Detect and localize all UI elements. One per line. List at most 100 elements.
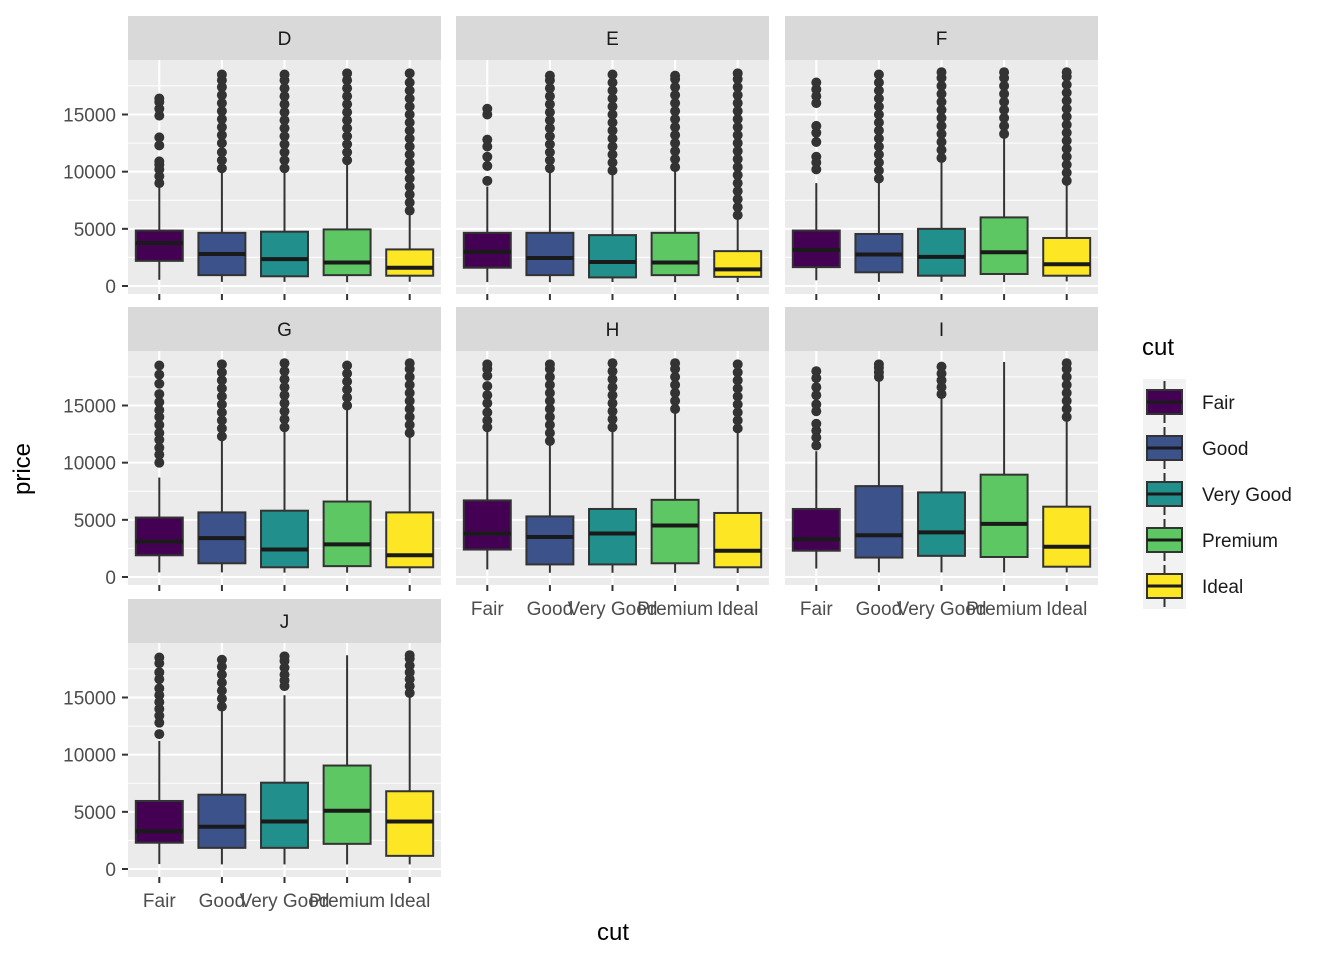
outlier-point	[154, 397, 165, 408]
outlier-point	[342, 131, 353, 142]
outlier-point	[154, 710, 165, 721]
outlier-point	[1061, 411, 1072, 422]
box-iqr	[979, 473, 1029, 558]
outlier-point	[732, 375, 743, 386]
outlier-point	[670, 154, 681, 165]
outlier-point	[154, 93, 165, 104]
outlier-point	[404, 125, 415, 136]
box-iqr	[713, 250, 763, 278]
box-iqr	[791, 507, 841, 552]
legend: cut Fair Good Very Good Premium Ideal	[1142, 334, 1292, 609]
x-tick-label: Premium	[966, 599, 1042, 620]
outlier-point	[936, 361, 947, 372]
outlier-point	[404, 68, 415, 79]
outlier-point	[482, 103, 493, 114]
outlier-point	[1061, 135, 1072, 146]
outlier-point	[216, 130, 227, 141]
outlier-point	[154, 427, 165, 438]
outlier-point	[936, 104, 947, 115]
outlier-point	[811, 366, 822, 377]
outlier-point	[279, 422, 290, 433]
box-good	[854, 359, 904, 573]
facet-strip	[456, 16, 769, 60]
outlier-point	[154, 405, 165, 416]
outlier-point	[216, 391, 227, 402]
outlier-point	[154, 132, 165, 143]
x-axis-title: cut	[597, 919, 629, 946]
box-fair	[134, 652, 184, 865]
outlier-point	[404, 149, 415, 160]
outlier-point	[873, 157, 884, 168]
outlier-point	[999, 120, 1010, 131]
x-tick-label: Good	[527, 599, 573, 620]
facet-panels: D 0 5000 10000 15000 E F G 0 5000 10000 15000 H Fair G…	[63, 16, 1098, 912]
x-tick-label: Premium	[637, 599, 713, 620]
legend-item-fair: Fair	[1143, 379, 1235, 425]
box-iqr	[650, 498, 700, 565]
outlier-point	[811, 164, 822, 175]
outlier-point	[732, 407, 743, 418]
outlier-point	[154, 156, 165, 167]
box-iqr	[260, 509, 309, 569]
box-ideal	[713, 68, 763, 283]
outlier-point	[1061, 119, 1072, 130]
outlier-point	[544, 411, 555, 422]
outlier-point	[404, 667, 415, 678]
outlier-point	[404, 387, 415, 398]
outlier-point	[1061, 403, 1072, 414]
outlier-point	[607, 77, 618, 88]
outlier-point	[873, 85, 884, 96]
outlier-point	[404, 173, 415, 184]
outlier-point	[873, 117, 884, 128]
outlier-point	[873, 359, 884, 370]
box-iqr	[917, 227, 966, 277]
legend-label: Very Good	[1202, 485, 1292, 506]
box-premium	[650, 70, 700, 283]
x-tick-label: Fair	[471, 599, 504, 620]
outlier-point	[607, 101, 618, 112]
box-very-good	[588, 69, 637, 282]
y-tick-label: 0	[105, 277, 116, 298]
facet-panel-D: D 0 5000 10000 15000	[63, 16, 441, 300]
outlier-point	[732, 68, 743, 79]
legend-keys: Fair Good Very Good Premium Ideal	[1143, 379, 1292, 609]
x-tick-label: Good	[199, 891, 245, 912]
outlier-point	[732, 423, 743, 434]
outlier-point	[154, 674, 165, 685]
box-very-good	[917, 361, 966, 573]
outlier-point	[482, 390, 493, 401]
outlier-point	[607, 69, 618, 80]
outlier-point	[404, 674, 415, 685]
outlier-point	[544, 83, 555, 94]
box-iqr	[322, 500, 372, 568]
box-very-good	[588, 358, 637, 573]
legend-label: Fair	[1202, 393, 1235, 414]
legend-title: cut	[1142, 334, 1174, 361]
outlier-point	[670, 114, 681, 125]
outlier-point	[670, 130, 681, 141]
outlier-point	[216, 669, 227, 680]
box-iqr	[1042, 505, 1092, 568]
outlier-point	[216, 69, 227, 80]
box-good	[525, 359, 575, 573]
outlier-point	[732, 391, 743, 402]
box-ideal	[1042, 358, 1092, 573]
outlier-point	[216, 399, 227, 410]
box-premium	[322, 68, 372, 283]
legend-item-very-good: Very Good	[1143, 471, 1292, 517]
box-ideal	[1042, 67, 1092, 282]
outlier-point	[936, 389, 947, 400]
outlier-point	[279, 115, 290, 126]
outlier-point	[404, 411, 415, 422]
outlier-point	[936, 382, 947, 393]
outlier-point	[811, 77, 822, 88]
box-good	[854, 69, 904, 282]
facet-strip	[128, 599, 441, 643]
outlier-point	[1061, 167, 1072, 178]
x-tick-label: Ideal	[717, 599, 758, 620]
outlier-point	[544, 435, 555, 446]
outlier-point	[216, 383, 227, 394]
outlier-point	[216, 685, 227, 696]
facet-panel-F: F	[785, 16, 1098, 300]
